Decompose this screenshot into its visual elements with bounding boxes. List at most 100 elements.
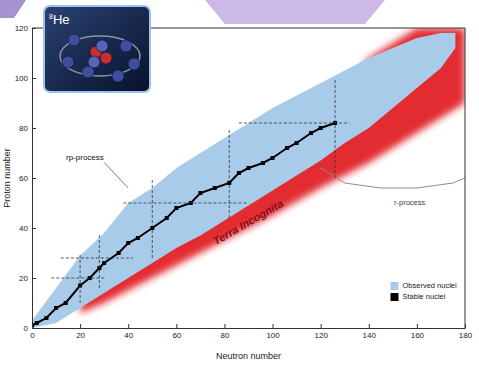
tick-label: 100 (266, 331, 280, 340)
tick-label: 40 (124, 331, 133, 340)
tick: 60 (172, 324, 181, 340)
tick-label: 100 (15, 74, 29, 83)
tick: 40 (19, 224, 36, 233)
stable-marker (44, 316, 48, 320)
tick-label: 140 (363, 331, 377, 340)
stable-marker (261, 161, 265, 165)
tick: 80 (19, 124, 36, 133)
tick-mark (273, 324, 274, 328)
tick-mark (32, 78, 36, 79)
tick-label: 20 (76, 331, 85, 340)
tick: 0 (24, 324, 36, 333)
tick: 180 (459, 324, 473, 340)
stable-marker (165, 216, 169, 220)
tick: 100 (266, 324, 280, 340)
background (0, 0, 479, 373)
magic-line (99, 233, 100, 288)
plot: 0 20 40 60 80 100 120 140 160 180 0 20 40 60 80 100 120 r… (15, 24, 473, 340)
tick: 80 (220, 324, 229, 340)
x-axis: 0 20 40 60 80 100 120 140 160 180 (30, 324, 472, 340)
tick: 120 (314, 324, 328, 340)
stable-marker (35, 321, 39, 325)
x-title: Neutron number (216, 351, 281, 361)
tick-mark (32, 28, 36, 29)
stable-marker (237, 171, 241, 175)
tick: 100 (15, 74, 36, 83)
banner (205, 0, 385, 24)
magic-line (335, 78, 336, 178)
stable-marker (213, 186, 217, 190)
tick: 160 (411, 324, 425, 340)
stable-marker (136, 236, 140, 240)
tick-label: 0 (30, 331, 35, 340)
tick: 140 (363, 324, 377, 340)
tick-mark (176, 324, 177, 328)
stable-marker (126, 241, 130, 245)
tick-mark (128, 324, 129, 328)
tick-label: 80 (220, 331, 229, 340)
nucleon (112, 70, 124, 82)
legend: Observed nuclei Stable nuclei (390, 281, 457, 301)
tick-mark (321, 324, 322, 328)
r-process-line (321, 168, 465, 188)
tick-mark (32, 228, 36, 229)
stable-marker (319, 126, 323, 130)
stable-marker (54, 306, 58, 310)
nucleon (120, 40, 132, 52)
tick-label: 40 (19, 224, 28, 233)
inset-label: 8He (49, 12, 70, 27)
stable-marker (102, 261, 106, 265)
legend-label: Stable nuclei (402, 292, 445, 301)
tick-label: 60 (19, 174, 28, 183)
tick-mark (32, 178, 36, 179)
magic-line (229, 128, 230, 218)
tick-mark (417, 324, 418, 328)
tick-label: 80 (19, 124, 28, 133)
tick-mark (32, 328, 36, 329)
legend-label: Observed nuclei (402, 281, 457, 290)
legend-swatch (390, 282, 398, 290)
nucleon (68, 34, 80, 46)
tick-label: 20 (19, 274, 28, 283)
stable-marker (64, 301, 68, 305)
tick-label: 0 (24, 324, 29, 333)
stable-marker (295, 141, 299, 145)
annotations: rp-processr-processTerra Incognita (66, 153, 426, 247)
stable-marker (285, 146, 289, 150)
tick: 20 (19, 274, 36, 283)
tick-label: 120 (15, 24, 29, 33)
tick: 60 (19, 174, 36, 183)
tick-mark (80, 324, 81, 328)
magic-line (123, 203, 248, 204)
magic-line (239, 123, 350, 124)
tick-mark (32, 128, 36, 129)
tick: 20 (76, 324, 85, 340)
tick: 40 (124, 324, 133, 340)
banner (0, 0, 26, 18)
tick-label: 180 (459, 331, 473, 340)
legend-item: Stable nuclei (390, 292, 445, 301)
frame (465, 28, 466, 328)
element-symbol: He (53, 12, 70, 27)
nucleon (62, 56, 74, 68)
stable-marker (174, 206, 178, 210)
stable-marker (247, 166, 251, 170)
leader-line (104, 162, 128, 188)
nucleon (128, 58, 140, 70)
stable-marker (198, 191, 202, 195)
inset: 8He (44, 6, 150, 92)
tick-mark (369, 324, 370, 328)
tick-label: 60 (172, 331, 181, 340)
nucleon (100, 52, 112, 64)
stable-marker (117, 251, 121, 255)
stable-marker (309, 131, 313, 135)
stable-marker (271, 156, 275, 160)
nucleon (88, 56, 100, 68)
magic-line (80, 253, 81, 303)
stable-line (32, 123, 335, 326)
annotation: r-process (394, 198, 426, 207)
magic-line (61, 258, 133, 259)
legend-swatch (390, 293, 398, 301)
annotation: rp-process (66, 153, 104, 162)
magic-line (152, 178, 153, 258)
